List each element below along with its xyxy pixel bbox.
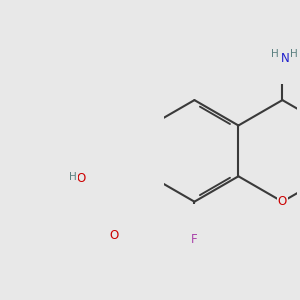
Text: O: O <box>110 229 119 242</box>
Text: O: O <box>77 172 86 184</box>
Text: O: O <box>278 195 287 208</box>
Text: H: H <box>290 50 298 59</box>
Text: N: N <box>281 52 290 65</box>
Text: H: H <box>271 50 279 59</box>
Text: F: F <box>191 233 198 246</box>
Text: H: H <box>70 172 77 182</box>
